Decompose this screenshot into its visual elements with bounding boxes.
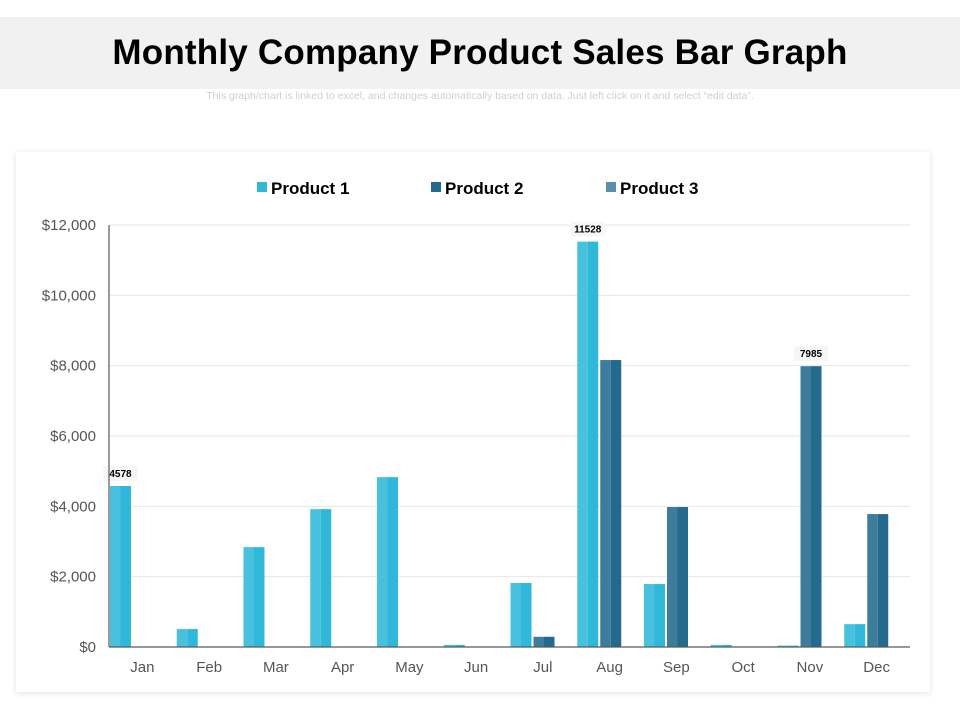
bar-product-2-nov[interactable] [800, 366, 822, 647]
legend-label: Product 1 [271, 179, 349, 198]
title-band: Monthly Company Product Sales Bar Graph [0, 17, 960, 89]
bar-right-face [120, 486, 131, 647]
bar-product-1-apr[interactable] [310, 509, 332, 647]
bar-product-1-mar[interactable] [243, 547, 265, 647]
bar-right-face [254, 547, 265, 647]
legend-item-product-1[interactable]: Product 1 [257, 179, 349, 198]
bar-left-face [176, 629, 188, 647]
legend-item-product-2[interactable]: Product 2 [431, 179, 523, 198]
bar-right-face [677, 507, 688, 647]
bar-left-face [533, 636, 544, 647]
data-label: 7985 [800, 349, 823, 360]
bar-product-1-jan[interactable] [110, 486, 131, 647]
data-label: 11528 [574, 225, 602, 236]
legend-swatch [431, 182, 441, 192]
bar-right-face [387, 477, 398, 647]
y-tick-label: $4,000 [50, 498, 96, 515]
legend-label: Product 3 [620, 179, 698, 198]
bar-product-1-aug[interactable] [577, 241, 599, 647]
bar-left-face [844, 624, 855, 647]
x-axis-ticks: Jan Feb Mar Apr May Jun Jul Aug Sep Oct Nov Dec [130, 659, 890, 676]
data-label-bg [103, 466, 138, 482]
x-tick-label: Mar [263, 659, 289, 676]
data-labels: 4578 11528 7985 [103, 221, 828, 482]
bar-left-face [600, 360, 611, 647]
bar-left-face [800, 366, 811, 647]
bar-right-face [587, 241, 599, 647]
y-tick-label: $12,000 [42, 217, 96, 234]
y-axis-ticks: $0 $2,000 $4,000 $6,000 $8,000 $10,000 $12,000 [42, 217, 96, 656]
bar-product-1-may[interactable] [377, 477, 398, 647]
bars [110, 241, 889, 647]
bar-product-2-dec[interactable] [867, 514, 889, 647]
bar-right-face [854, 624, 866, 647]
data-label: 4578 [109, 469, 132, 480]
x-tick-label: Nov [797, 659, 824, 676]
x-tick-label: Apr [331, 659, 354, 676]
bar-right-face [454, 644, 465, 647]
data-label-bg [570, 221, 605, 237]
bar-product-1-jun[interactable] [443, 644, 465, 647]
bar-right-face [654, 584, 665, 647]
bar-product-2-sep[interactable] [667, 507, 688, 647]
bar-left-face [644, 584, 655, 647]
bar-left-face [577, 241, 588, 647]
x-tick-label: Aug [596, 659, 623, 676]
bar-left-face [777, 645, 788, 647]
bar-right-face [320, 509, 332, 647]
bar-right-face [544, 636, 555, 647]
bar-right-face [521, 582, 532, 647]
x-tick-label: Jun [464, 659, 488, 676]
y-tick-label: $10,000 [42, 287, 96, 304]
bar-right-face [187, 629, 198, 647]
bar-left-face [667, 507, 678, 647]
bar-left-face [243, 547, 254, 647]
x-tick-label: May [395, 659, 424, 676]
y-tick-label: $2,000 [50, 569, 96, 586]
bar-left-face [110, 486, 121, 647]
x-tick-label: Dec [863, 659, 890, 676]
bar-product-1-dec[interactable] [844, 624, 866, 647]
data-label-bg [794, 346, 828, 362]
legend: Product 1 Product 2 Product 3 [257, 179, 698, 198]
legend-swatch [257, 182, 267, 192]
legend-swatch [606, 182, 616, 192]
bar-left-face [510, 582, 521, 647]
bar-product-1-jul[interactable] [510, 582, 532, 647]
y-tick-label: $0 [79, 639, 96, 656]
legend-item-product-3[interactable]: Product 3 [606, 179, 698, 198]
bar-right-face [877, 514, 889, 647]
bar-right-face [610, 360, 622, 647]
bar-product-1-oct[interactable] [710, 644, 732, 647]
bar-product-1-feb[interactable] [176, 629, 198, 647]
chart-card[interactable] [16, 152, 930, 692]
bar-product-1-nov[interactable] [777, 645, 799, 647]
x-tick-label: Feb [196, 659, 222, 676]
bar-left-face [377, 477, 388, 647]
legend-label: Product 2 [445, 179, 523, 198]
bar-product-2-jul[interactable] [533, 636, 555, 647]
subtitle-note: This graph/chart is linked to excel, and… [206, 90, 754, 102]
x-tick-label: Jul [533, 659, 552, 676]
x-tick-label: Jan [130, 659, 154, 676]
bar-right-face [788, 645, 799, 647]
bar-right-face [811, 366, 822, 647]
bar-left-face [867, 514, 878, 647]
bar-left-face [310, 509, 321, 647]
bar-product-1-sep[interactable] [644, 584, 665, 647]
bar-product-2-aug[interactable] [600, 360, 622, 647]
bar-left-face [710, 644, 722, 647]
y-tick-label: $6,000 [50, 428, 96, 445]
bar-left-face [443, 644, 455, 647]
page-title: Monthly Company Product Sales Bar Graph [112, 33, 848, 72]
gridlines [109, 224, 910, 578]
bar-right-face [721, 644, 732, 647]
x-tick-label: Sep [663, 659, 690, 676]
y-tick-label: $8,000 [50, 358, 96, 375]
x-tick-label: Oct [731, 659, 755, 676]
